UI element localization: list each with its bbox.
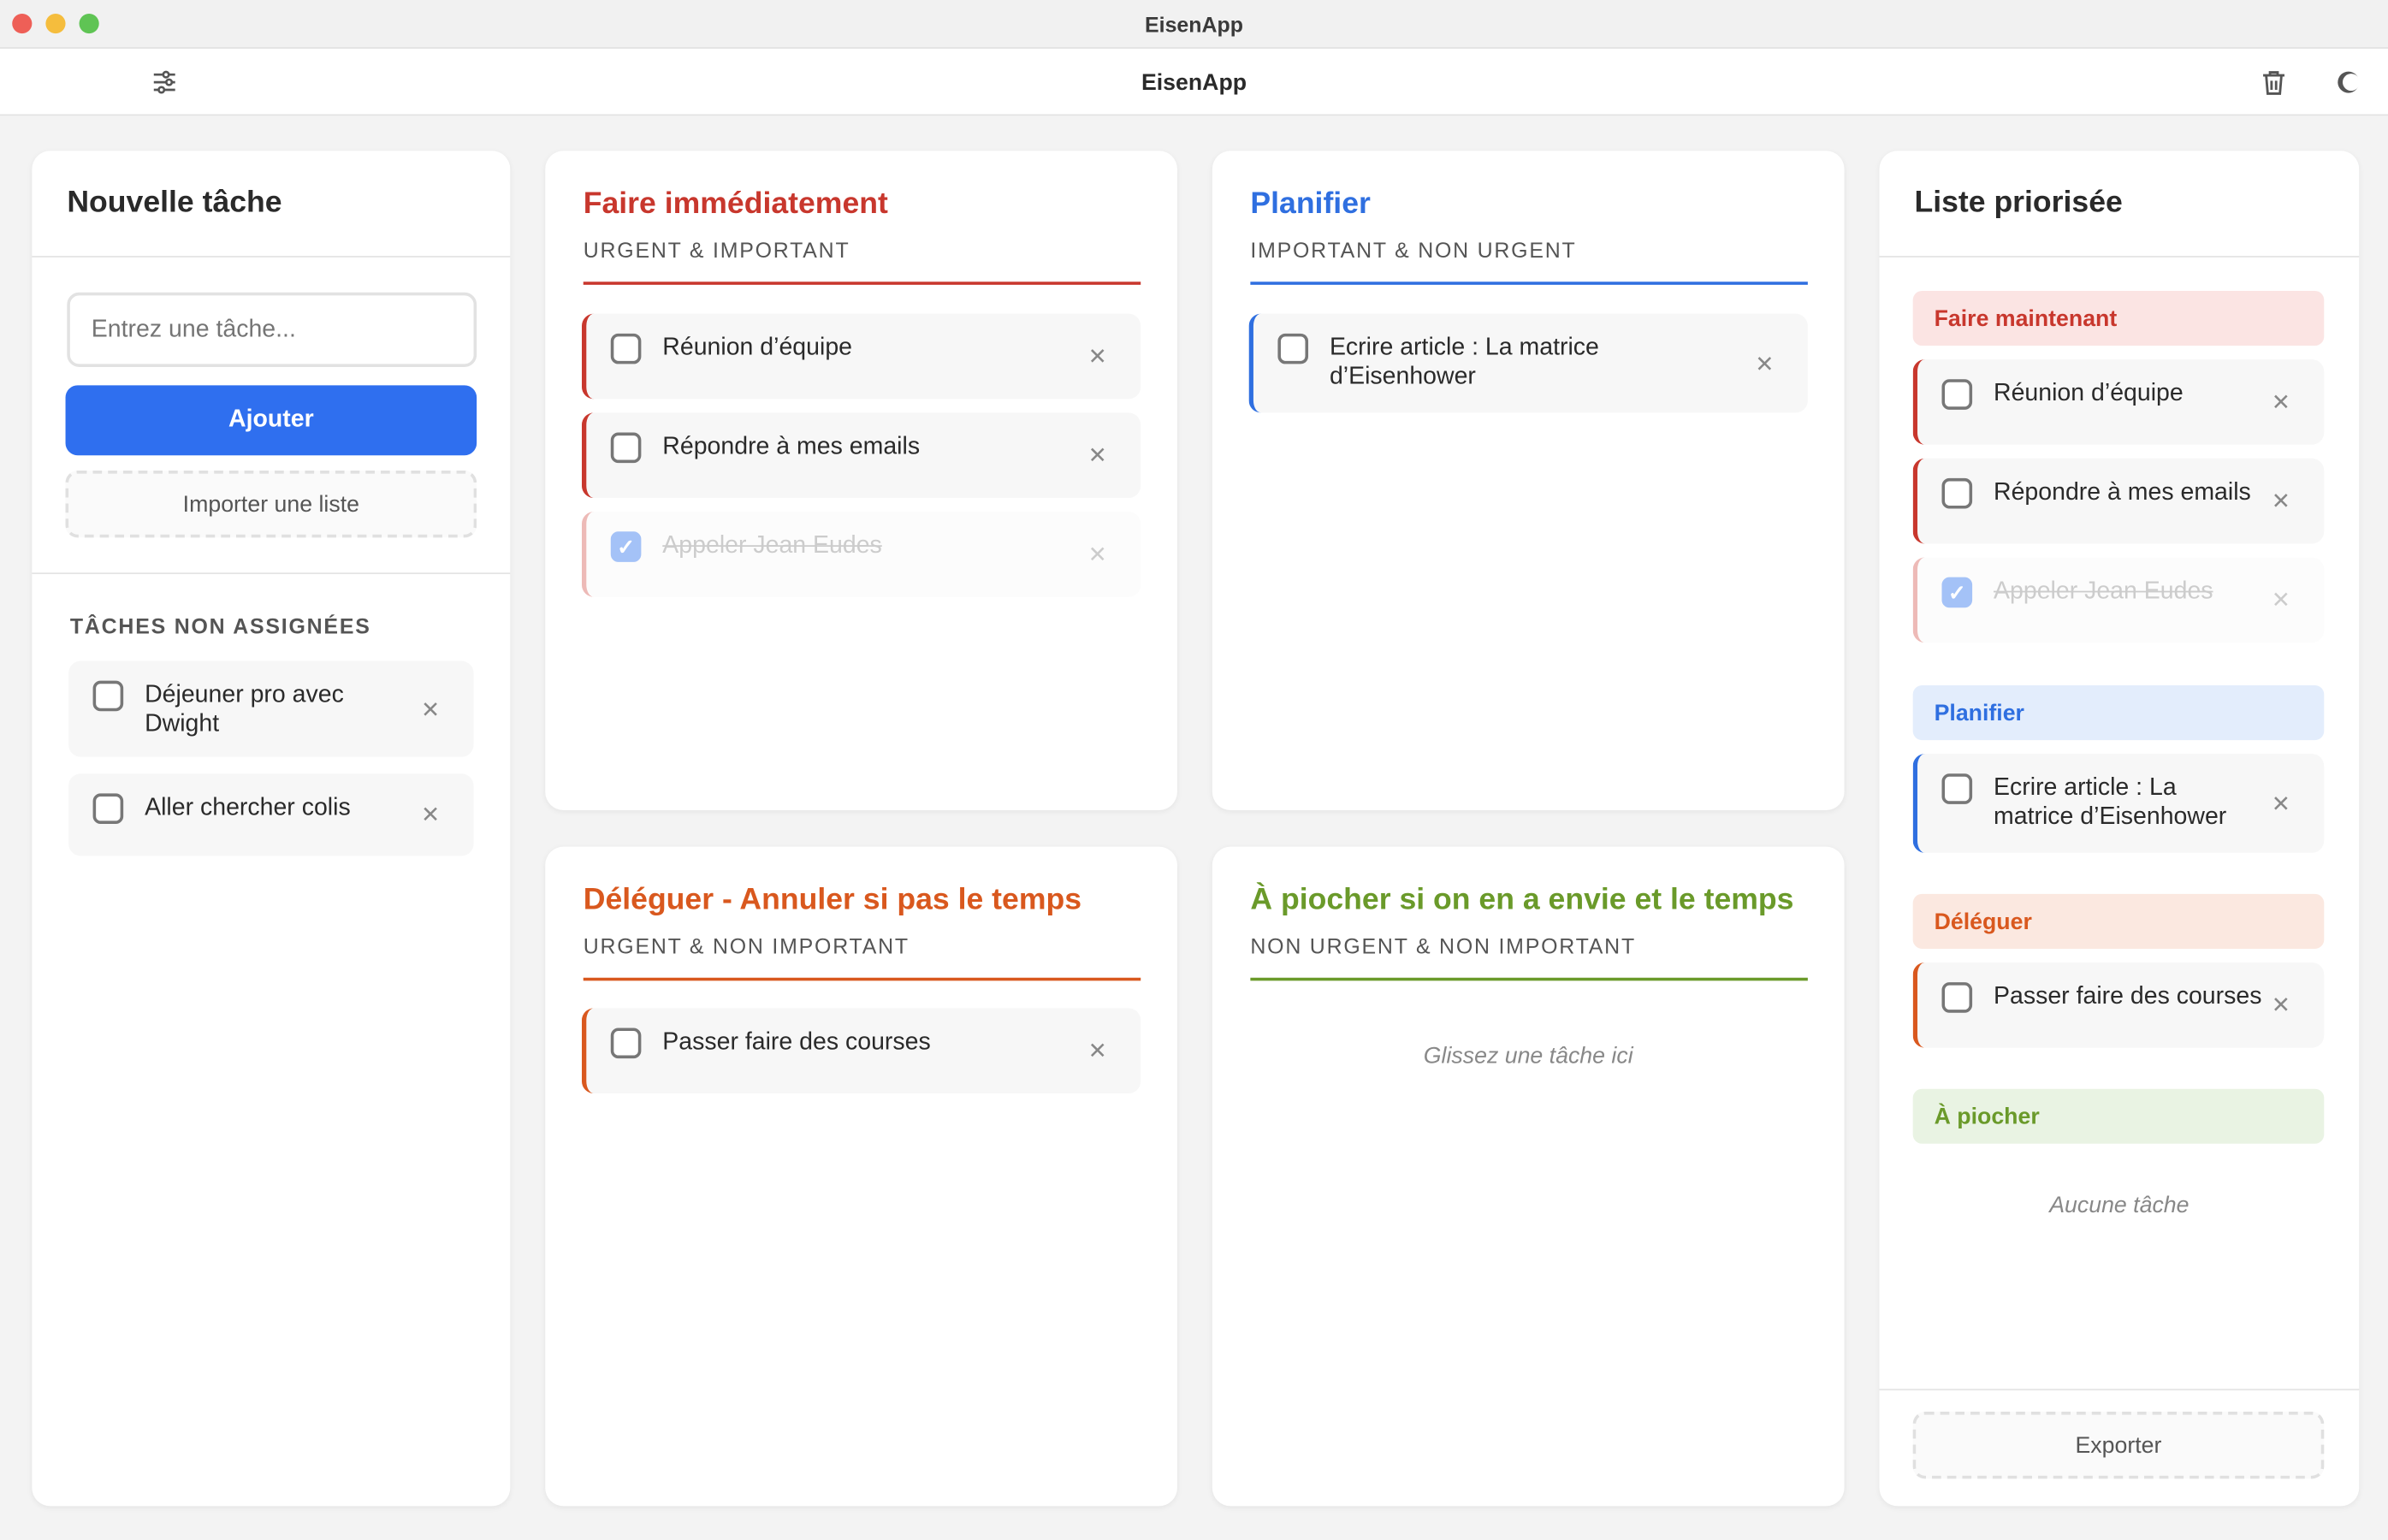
task-checkbox[interactable]: [610, 333, 642, 364]
task-card[interactable]: Passer faire des courses ✕: [581, 1008, 1141, 1094]
group-header-plan: Planifier: [1912, 685, 2325, 741]
divider: [1879, 256, 2360, 258]
list-item[interactable]: Déjeuner pro avec Dwight ✕: [68, 660, 474, 757]
quadrant-subtitle: URGENT & IMPORTANT: [583, 237, 850, 263]
minimize-window-button[interactable]: [45, 14, 66, 34]
group-header-pick: À piocher: [1912, 1088, 2325, 1144]
quadrant-title: Faire immédiatement: [583, 187, 888, 222]
close-icon[interactable]: ✕: [2271, 791, 2291, 817]
quadrant-subtitle: IMPORTANT & NON URGENT: [1250, 237, 1577, 263]
task-checkbox[interactable]: [610, 432, 642, 464]
quadrant-title: Planifier: [1250, 187, 1371, 222]
quadrant-subtitle: NON URGENT & NON IMPORTANT: [1250, 933, 1636, 958]
window-title: EisenApp: [1145, 12, 1243, 37]
task-card[interactable]: Répondre à mes emails ✕: [1912, 458, 2325, 544]
divider: [32, 256, 511, 258]
maximize-window-button[interactable]: [79, 14, 99, 34]
task-card[interactable]: Réunion d’équipe ✕: [1912, 359, 2325, 445]
task-checkbox-checked[interactable]: ✓: [610, 531, 642, 562]
task-checkbox[interactable]: [92, 680, 124, 712]
task-text: Aller chercher colis: [145, 795, 351, 821]
prioritized-list-panel: Liste priorisée Faire maintenant Réunion…: [1879, 151, 2360, 1507]
task-text: Ecrire article : La matrice d’Eisenhower: [1994, 775, 2227, 831]
unassigned-title: TÂCHES NON ASSIGNÉES: [69, 613, 371, 638]
divider: [583, 977, 1141, 981]
close-icon[interactable]: ✕: [421, 696, 441, 723]
task-checkbox[interactable]: [1941, 982, 1973, 1013]
divider: [1250, 281, 1808, 285]
group-header-delegate: Déléguer: [1912, 893, 2325, 949]
new-task-panel: Nouvelle tâche Ajouter Importer une list…: [32, 151, 511, 1507]
task-text: Passer faire des courses: [1994, 983, 2262, 1010]
task-card[interactable]: ✓ Appeler Jean Eudes ✕: [1912, 557, 2325, 643]
task-input[interactable]: [67, 292, 477, 367]
task-text: Appeler Jean Eudes: [662, 533, 882, 560]
list-item[interactable]: Aller chercher colis ✕: [68, 773, 474, 856]
quadrant-urgent-important: Faire immédiatement URGENT & IMPORTANT R…: [545, 151, 1177, 810]
task-checkbox[interactable]: [1277, 333, 1309, 364]
sliders-icon[interactable]: [149, 67, 180, 98]
task-card[interactable]: Ecrire article : La matrice d’Eisenhower…: [1248, 313, 1808, 413]
divider: [583, 281, 1141, 285]
divider: [1250, 977, 1808, 981]
task-card[interactable]: Ecrire article : La matrice d’Eisenhower…: [1912, 754, 2325, 853]
moon-icon[interactable]: [2333, 67, 2364, 98]
panel-title: Nouvelle tâche: [67, 186, 282, 220]
quadrant-title: À piocher si on en a envie et le temps: [1250, 883, 1794, 917]
quadrant-neither: À piocher si on en a envie et le temps N…: [1212, 846, 1845, 1507]
title-bar: EisenApp: [0, 0, 2388, 49]
task-checkbox[interactable]: [92, 793, 124, 824]
close-icon[interactable]: ✕: [2271, 588, 2291, 614]
close-icon[interactable]: ✕: [1087, 442, 1108, 470]
close-window-button[interactable]: [12, 14, 33, 34]
task-card[interactable]: Répondre à mes emails ✕: [581, 412, 1141, 499]
close-icon[interactable]: ✕: [421, 803, 441, 829]
close-icon[interactable]: ✕: [2271, 489, 2291, 515]
close-icon[interactable]: ✕: [1087, 542, 1108, 568]
close-icon[interactable]: ✕: [2271, 992, 2291, 1019]
drop-zone-placeholder[interactable]: Glissez une tâche ici: [1423, 1043, 1633, 1069]
quadrant-subtitle: URGENT & NON IMPORTANT: [583, 933, 910, 958]
quadrant-important: Planifier IMPORTANT & NON URGENT Ecrire …: [1212, 151, 1845, 810]
close-icon[interactable]: ✕: [1755, 351, 1775, 377]
close-icon[interactable]: ✕: [2271, 389, 2291, 416]
export-button[interactable]: Exporter: [1912, 1412, 2325, 1479]
quadrant-title: Déléguer - Annuler si pas le temps: [583, 883, 1082, 917]
task-text: Passer faire des courses: [662, 1029, 931, 1056]
close-icon[interactable]: ✕: [1087, 1038, 1108, 1065]
task-checkbox-checked[interactable]: ✓: [1941, 577, 1973, 608]
task-text: Appeler Jean Eudes: [1994, 578, 2213, 605]
task-card[interactable]: ✓ Appeler Jean Eudes ✕: [581, 512, 1141, 597]
divider: [1879, 1389, 2360, 1391]
empty-group-text: Aucune tâche: [2049, 1192, 2189, 1218]
task-text: Déjeuner pro avec Dwight: [145, 682, 344, 737]
add-button[interactable]: Ajouter: [65, 385, 477, 456]
task-checkbox[interactable]: [610, 1028, 642, 1059]
toolbar: EisenApp: [0, 48, 2388, 116]
group-header-do-now: Faire maintenant: [1912, 290, 2325, 346]
task-card[interactable]: Passer faire des courses ✕: [1912, 962, 2325, 1048]
app-title: EisenApp: [1141, 69, 1247, 97]
task-text: Réunion d’équipe: [1994, 381, 2184, 407]
task-text: Réunion d’équipe: [662, 335, 852, 361]
task-checkbox[interactable]: [1941, 477, 1973, 509]
quadrant-urgent: Déléguer - Annuler si pas le temps URGEN…: [545, 846, 1177, 1507]
task-card[interactable]: Réunion d’équipe ✕: [581, 313, 1141, 400]
close-icon[interactable]: ✕: [1087, 344, 1108, 370]
task-text: Répondre à mes emails: [662, 434, 921, 460]
trash-icon[interactable]: [2259, 67, 2290, 98]
divider: [32, 572, 511, 575]
task-text: Ecrire article : La matrice d’Eisenhower: [1329, 335, 1599, 390]
import-list-button[interactable]: Importer une liste: [65, 471, 477, 538]
task-text: Répondre à mes emails: [1994, 479, 2251, 506]
task-checkbox[interactable]: [1941, 379, 1973, 410]
task-checkbox[interactable]: [1941, 773, 1973, 804]
panel-title: Liste priorisée: [1914, 186, 2123, 220]
